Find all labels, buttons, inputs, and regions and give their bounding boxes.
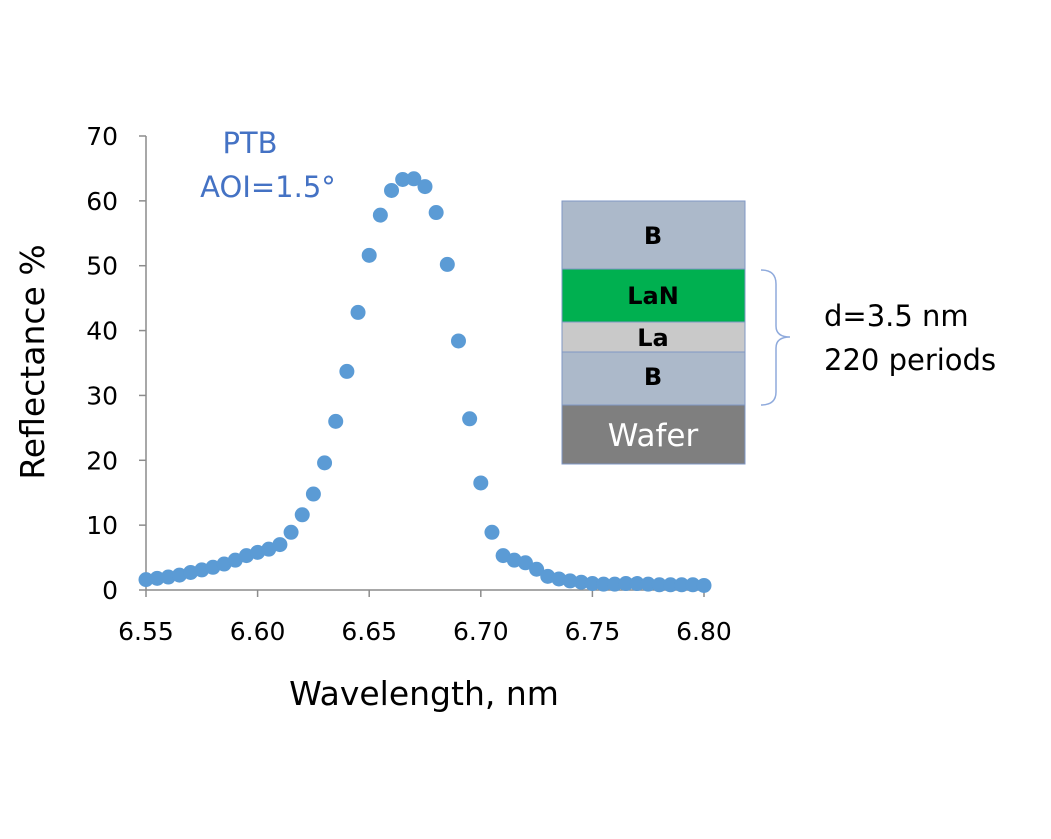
data-point <box>562 573 578 589</box>
data-point <box>149 570 165 586</box>
data-point <box>395 171 411 187</box>
data-point <box>651 577 667 593</box>
layer-b-top-label: B <box>644 222 662 250</box>
multilayer-stack: B LaN La B Wafer <box>561 200 746 465</box>
data-point <box>439 256 455 272</box>
layer-wafer <box>561 404 746 465</box>
x-tick-label: 6.55 <box>118 617 174 646</box>
data-point <box>272 537 288 553</box>
data-point <box>361 247 377 263</box>
y-axis-ticks: 0 10 20 30 40 50 60 70 <box>86 122 146 605</box>
data-point <box>629 576 645 592</box>
data-point <box>663 577 679 593</box>
data-point <box>339 363 355 379</box>
period-count-label: 220 periods <box>824 343 996 377</box>
annotation-aoi: AOI=1.5° <box>200 170 336 204</box>
data-point <box>406 171 422 187</box>
data-point <box>529 561 545 577</box>
annotation-source: PTB <box>222 126 277 160</box>
y-tick-label: 50 <box>86 252 118 281</box>
data-point <box>584 576 600 592</box>
x-tick-label: 6.70 <box>453 617 509 646</box>
data-point <box>428 205 444 221</box>
data-point <box>450 333 466 349</box>
period-brace <box>760 269 791 406</box>
data-point <box>294 507 310 523</box>
x-tick-label: 6.60 <box>230 617 286 646</box>
data-series <box>138 171 712 593</box>
data-point <box>372 207 388 223</box>
layer-b-top <box>561 200 746 270</box>
data-point <box>551 571 567 587</box>
data-point <box>305 486 321 502</box>
y-tick-label: 60 <box>86 187 118 216</box>
y-tick-label: 0 <box>102 576 118 605</box>
layer-lan-label: LaN <box>627 282 679 310</box>
layer-wafer-label: Wafer <box>608 418 699 454</box>
data-point <box>573 574 589 590</box>
data-point <box>696 577 712 593</box>
data-point <box>674 577 690 593</box>
data-point <box>640 576 656 592</box>
x-axis-title: Wavelength, nm <box>289 674 559 713</box>
y-tick-label: 20 <box>86 446 118 475</box>
layer-b-bottom-label: B <box>644 363 662 391</box>
y-tick-label: 30 <box>86 381 118 410</box>
data-point <box>384 182 400 198</box>
period-thickness-label: d=3.5 nm <box>824 299 969 333</box>
y-axis-title: Reflectance % <box>13 244 52 479</box>
layer-la-label: La <box>637 324 669 352</box>
data-point <box>283 524 299 540</box>
data-point <box>138 572 154 588</box>
data-point <box>607 576 623 592</box>
data-point <box>350 304 366 320</box>
data-point <box>618 576 634 592</box>
y-tick-label: 10 <box>86 511 118 540</box>
x-tick-label: 6.75 <box>565 617 621 646</box>
y-tick-label: 70 <box>86 122 118 151</box>
y-tick-label: 40 <box>86 317 118 346</box>
x-axis-ticks: 6.55 6.60 6.65 6.70 6.75 6.80 <box>118 590 732 646</box>
data-point <box>473 475 489 491</box>
data-point <box>317 455 333 471</box>
layer-la <box>561 321 746 353</box>
x-tick-label: 6.65 <box>341 617 397 646</box>
data-point <box>417 179 433 195</box>
data-point <box>160 569 176 585</box>
data-point <box>517 555 533 571</box>
x-tick-label: 6.80 <box>676 617 732 646</box>
data-point <box>596 576 612 592</box>
data-point <box>685 577 701 593</box>
layer-b-bottom <box>561 351 746 406</box>
data-point <box>462 411 478 427</box>
data-point <box>484 524 500 540</box>
data-point <box>328 413 344 429</box>
